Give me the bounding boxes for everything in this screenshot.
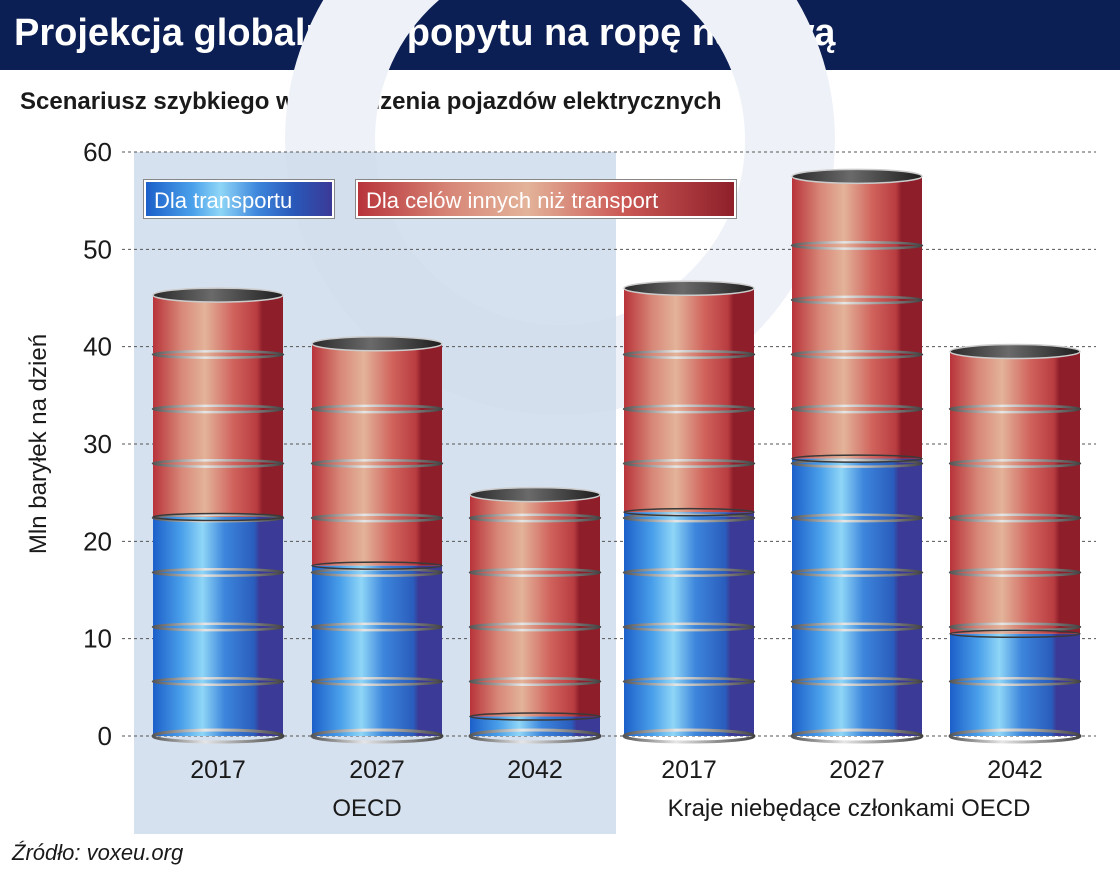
y-tick-label: 10 <box>83 624 112 654</box>
barrel-ring <box>151 677 285 686</box>
barrel-ring <box>790 350 924 359</box>
barrel-lid <box>791 168 923 185</box>
barrel-ring <box>622 404 756 414</box>
group-label: Kraje niebędące członkami OECD <box>668 795 1031 822</box>
x-tick-label: 2027 <box>829 756 885 784</box>
bar-segment-other <box>624 288 754 513</box>
y-tick-label: 50 <box>83 234 112 264</box>
barrel-ring <box>622 677 756 686</box>
barrel-ring <box>790 513 924 523</box>
y-axis-label: Mln baryłek na dzień <box>25 334 52 554</box>
barrel-ring <box>790 622 924 632</box>
barrel-ring <box>790 295 924 305</box>
barrel-ring <box>151 622 285 632</box>
barrel-ring <box>468 568 602 577</box>
barrel-ring <box>310 404 444 414</box>
barrel-ring <box>622 622 756 632</box>
bar-stack <box>310 335 444 744</box>
page-title: Projekcja globalnego popytu na ropę naft… <box>14 12 836 54</box>
segment-boundary <box>949 629 1081 639</box>
barrel-ring <box>468 513 602 523</box>
barrel-ring <box>790 677 924 686</box>
barrel-ring <box>948 404 1082 414</box>
barrel-lid <box>469 486 601 503</box>
barrel-lid <box>949 343 1081 360</box>
segment-boundary <box>791 454 923 463</box>
y-tick-label: 20 <box>83 526 112 556</box>
segment-boundary <box>152 512 284 522</box>
legend-item-other: Dla celów innych niż transport <box>356 180 736 218</box>
bars <box>151 168 1082 744</box>
barrel-bottom <box>790 728 924 744</box>
category-labels: 2017 2027 2042 2017 2027 2042 OECD Kraje niebęd… <box>190 756 1043 822</box>
barrel-bottom <box>622 728 756 744</box>
barrel-ring <box>948 568 1082 577</box>
y-tick-label: 60 <box>83 137 112 167</box>
y-tick-label: 40 <box>83 332 112 362</box>
barrel-bottom <box>151 728 285 744</box>
title-bar: Projekcja globalnego popytu na ropę naft… <box>0 0 1120 70</box>
x-tick-label: 2027 <box>349 756 405 784</box>
barrel-ring <box>790 568 924 577</box>
barrel-ring <box>151 459 285 468</box>
y-tick-label: 0 <box>98 721 112 751</box>
x-tick-label: 2017 <box>190 756 246 784</box>
bar-stack <box>468 486 602 744</box>
barrel-lid <box>152 287 284 303</box>
barrel-bottom <box>948 728 1082 744</box>
x-tick-label: 2042 <box>507 756 563 784</box>
y-axis: 0 10 20 30 40 50 60 Mln baryłek na dzień <box>25 137 112 751</box>
bar-stack <box>622 280 756 744</box>
x-tick-label: 2042 <box>987 756 1043 784</box>
y-tick-label: 30 <box>83 429 112 459</box>
barrel-ring <box>151 404 285 414</box>
barrel-lid <box>623 280 755 297</box>
source-note: Źródło: voxeu.org <box>12 840 184 865</box>
bar-segment-transport <box>312 565 442 736</box>
barrel-ring <box>468 622 602 632</box>
barrel-ring <box>151 568 285 577</box>
bar-stack <box>790 168 924 744</box>
barrel-ring <box>948 513 1082 523</box>
barrel-ring <box>948 677 1082 686</box>
barrel-ring <box>622 513 756 523</box>
barrel-ring <box>310 677 444 686</box>
bar-segment-other <box>950 351 1080 634</box>
bar-stack <box>151 287 285 744</box>
bar-segment-other <box>792 176 922 459</box>
barrel-ring <box>790 459 924 468</box>
barrel-ring <box>468 677 602 686</box>
barrel-ring <box>622 350 756 359</box>
segment-boundary <box>469 712 601 721</box>
segment-boundary <box>311 561 443 570</box>
barrel-lid <box>311 335 443 352</box>
barrel-ring <box>622 568 756 577</box>
barrel-ring <box>948 459 1082 468</box>
bar-segment-other <box>312 343 442 566</box>
barrel-ring <box>622 459 756 468</box>
bar-segment-transport <box>153 517 283 736</box>
bar-stack <box>948 343 1082 744</box>
barrel-bottom <box>310 728 444 744</box>
segment-boundary <box>623 507 755 517</box>
barrel-ring <box>790 404 924 414</box>
barrel-ring <box>310 513 444 523</box>
barrel-ring <box>310 459 444 468</box>
group-label: OECD <box>332 795 401 822</box>
legend-item-transport: Dla transportu <box>144 180 334 218</box>
x-tick-label: 2017 <box>661 756 717 784</box>
barrel-ring <box>151 350 285 359</box>
barrel-ring <box>790 240 924 250</box>
bar-segment-transport <box>792 458 922 736</box>
barrel-ring <box>310 622 444 632</box>
barrel-bottom <box>468 728 602 744</box>
